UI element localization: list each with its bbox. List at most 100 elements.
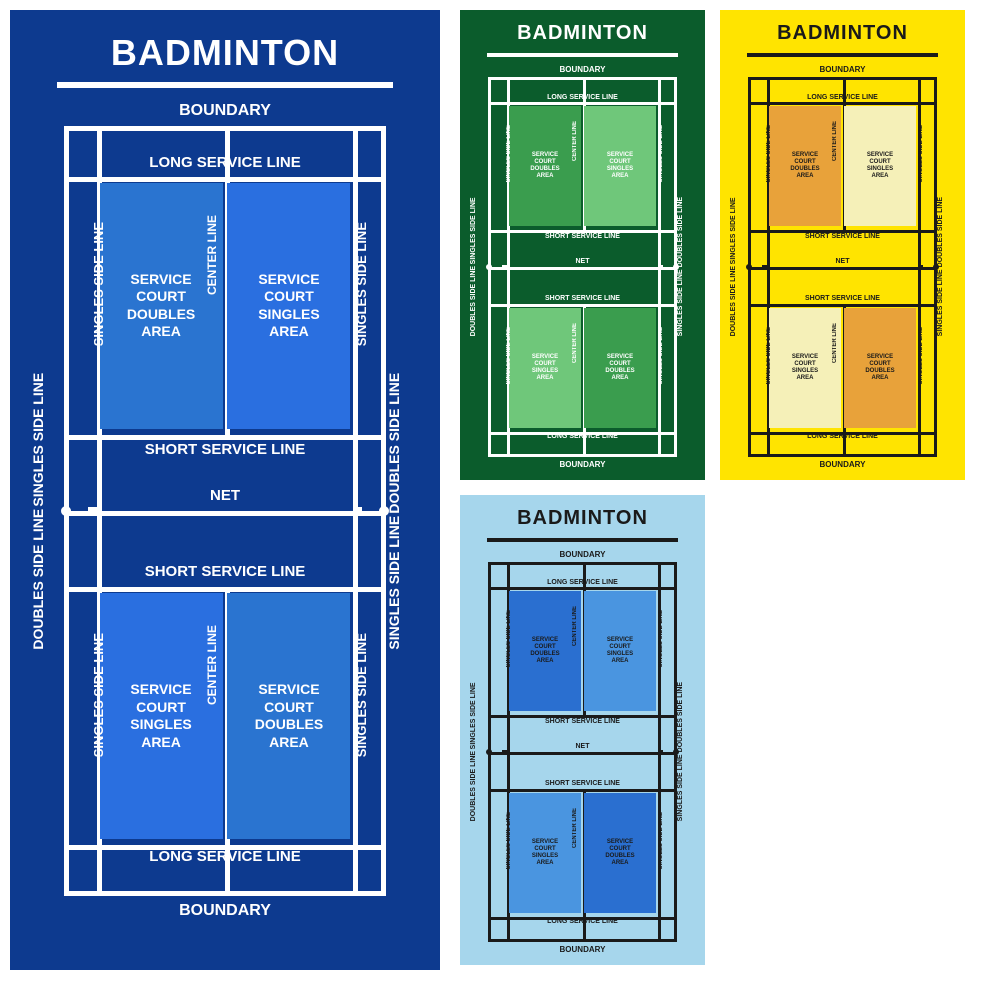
net-line [69,511,381,516]
singles-inner-bl: SINGLES SIDE LINE [506,812,512,869]
svc-bottom [69,587,381,592]
court-wrap: DOUBLES SIDE LINE SINGLES SIDE LINE LONG S… [730,77,955,457]
lsl-top [69,177,381,182]
svc-top-left-doubles: SERVICECOURTDOUBLESAREA [509,106,581,226]
svc-top [69,435,381,440]
singles-inner-bl: SINGLES SIDE LINE [506,327,512,384]
short-service-label-bottom: SHORT SERVICE LINE [751,295,934,302]
side-labels-right: SINGLES SIDE LINE DOUBLES SIDE LINE [677,197,695,336]
singles-inner-br: SINGLES SIDE LINE [354,633,369,757]
long-service-label-bottom: LONG SERVICE LINE [69,848,381,865]
doubles-side-line-label: DOUBLES SIDE LINE [386,373,420,514]
singles-side-line-label: SINGLES SIDE LINE [470,682,488,749]
svc-top-left-doubles: SERVICECOURTDOUBLESAREA [509,591,581,711]
net-label: NET [751,258,934,265]
long-service-label-bottom: LONG SERVICE LINE [751,433,934,440]
singles-inner-tl: SINGLES SIDE LINE [766,125,772,182]
long-service-label-bottom: LONG SERVICE LINE [491,918,674,925]
badminton-diagram-navy: BADMINTONBOUNDARYDOUBLES SIDE LINESINGLE… [10,10,440,970]
doubles-side-line-label: DOUBLES SIDE LINE [470,751,488,821]
diagram-title: BADMINTON [487,22,678,57]
svc-bottom-left-singles: SERVICECOURTSINGLESAREA [509,308,581,428]
singles-inner-tl: SINGLES SIDE LINE [91,222,106,346]
net-line [491,267,674,270]
doubles-side-line-label: DOUBLES SIDE LINE [470,266,488,336]
net-tick [502,265,508,268]
net-line [751,267,934,270]
side-labels-right: SINGLES SIDE LINE DOUBLES SIDE LINE [937,197,955,336]
net-label: NET [69,487,381,504]
court-wrap: DOUBLES SIDE LINESINGLES SIDE LINELONG S… [30,126,420,896]
singles-side-line-label: SINGLES SIDE LINE [677,270,695,337]
doubles-side-line-label: DOUBLES SIDE LINE [677,197,695,267]
center-line-label-bottom: CENTER LINE [572,323,578,363]
svc-bottom-right-doubles: SERVICECOURTDOUBLESAREA [844,308,916,428]
court: LONG SERVICE LINESHORT SERVICE LINENETSH… [488,562,677,942]
singles-inner-tr: SINGLES SIDE LINE [658,125,664,182]
net-tick [658,750,664,753]
singles-side-line-label: SINGLES SIDE LINE [677,755,695,822]
svc-top-right-singles: SERVICECOURTSINGLESAREA [584,591,656,711]
court: LONG SERVICE LINE SHORT SERVICE LINE NET SH… [488,77,677,457]
singles-inner-tr: SINGLES SIDE LINE [354,222,369,346]
long-service-label-top: LONG SERVICE LINE [491,579,674,586]
svc-bottom-right-doubles: SERVICECOURTDOUBLESAREA [227,593,350,839]
net-tick [88,507,97,512]
singles-inner-tl: SINGLES SIDE LINE [506,125,512,182]
singles-side-line-label: SINGLES SIDE LINE [386,515,420,649]
short-service-label-top: SHORT SERVICE LINE [69,441,381,458]
doubles-side-line-label: DOUBLES SIDE LINE [730,266,748,336]
singles-side-line-label: SINGLES SIDE LINE [937,270,955,337]
court: LONG SERVICE LINE SHORT SERVICE LINE NET SH… [64,126,386,896]
boundary-label-top: BOUNDARY [820,65,866,74]
singles-inner-tl: SINGLES SIDE LINE [506,610,512,667]
singles-side-line-label: SINGLES SIDE LINE [30,373,64,507]
badminton-diagram-skyblue: BADMINTON BOUNDARY DOUBLES SIDE LINE SINGLE… [460,495,705,965]
doubles-side-line-label: DOUBLES SIDE LINE [30,509,64,650]
net-post-dot [61,506,71,516]
singles-side-line-label: SINGLES SIDE LINE [470,197,488,264]
singles-inner-br: SINGLES SIDE LINE [918,327,924,384]
net-line [491,752,674,755]
singles-inner-br: SINGLES SIDE LINE [658,327,664,384]
center-line-label-bottom: CENTER LINE [832,323,838,363]
singles-inner-tr: SINGLES SIDE LINE [918,125,924,182]
center-line-label-bottom: CENTER LINE [572,808,578,848]
net-tick [762,265,768,268]
svc-top-right-singles: SERVICECOURTSINGLESAREA [844,106,916,226]
boundary-label-bottom: BOUNDARY [560,460,606,469]
diagram-title: BADMINTON [487,507,678,542]
court-wrap: DOUBLES SIDE LINE SINGLES SIDE LINE LONG S… [470,562,695,942]
long-service-label-top: LONG SERVICE LINE [69,154,381,171]
net-tick [658,265,664,268]
court-wrap: DOUBLES SIDE LINESINGLES SIDE LINELONG S… [470,77,695,457]
center-line-label-bottom: CENTER LINE [205,625,219,705]
svc-top-left-doubles: SERVICECOURTDOUBLESAREA [769,106,841,226]
badminton-diagram-yellow: BADMINTONBOUNDARYDOUBLES SIDE LINESINGLE… [720,10,965,480]
diagram-title: BADMINTON [57,32,392,88]
short-service-label-top: SHORT SERVICE LINE [751,233,934,240]
singles-inner-bl: SINGLES SIDE LINE [91,633,106,757]
badminton-diagram-green: BADMINTONBOUNDARYDOUBLES SIDE LINESINGLE… [460,10,705,480]
short-service-label-top: SHORT SERVICE LINE [491,233,674,240]
singles-inner-br: SINGLES SIDE LINE [658,812,664,869]
net-label: NET [491,258,674,265]
side-labels-left: DOUBLES SIDE LINESINGLES SIDE LINE [30,373,64,650]
short-service-label-bottom: SHORT SERVICE LINE [491,295,674,302]
singles-inner-tr: SINGLES SIDE LINE [658,610,664,667]
svc-bottom-right-doubles: SERVICECOURTDOUBLESAREA [584,308,656,428]
center-line-label-top: CENTER LINE [572,121,578,161]
boundary-label-bottom: BOUNDARY [179,902,271,920]
doubles-side-line-label: DOUBLES SIDE LINE [937,197,955,267]
singles-side-line-label: SINGLES SIDE LINE [730,197,748,264]
side-labels-right: SINGLES SIDE LINEDOUBLES SIDE LINE [677,682,695,821]
net-tick [353,507,362,512]
long-service-label-top: LONG SERVICE LINE [491,94,674,101]
boundary-label-top: BOUNDARY [560,550,606,559]
net-tick [502,750,508,753]
short-service-label-bottom: SHORT SERVICE LINE [69,563,381,580]
svc-bottom-right-doubles: SERVICECOURTDOUBLESAREA [584,793,656,913]
short-service-label-top: SHORT SERVICE LINE [491,718,674,725]
center-line-label-top: CENTER LINE [832,121,838,161]
singles-inner-bl: SINGLES SIDE LINE [766,327,772,384]
